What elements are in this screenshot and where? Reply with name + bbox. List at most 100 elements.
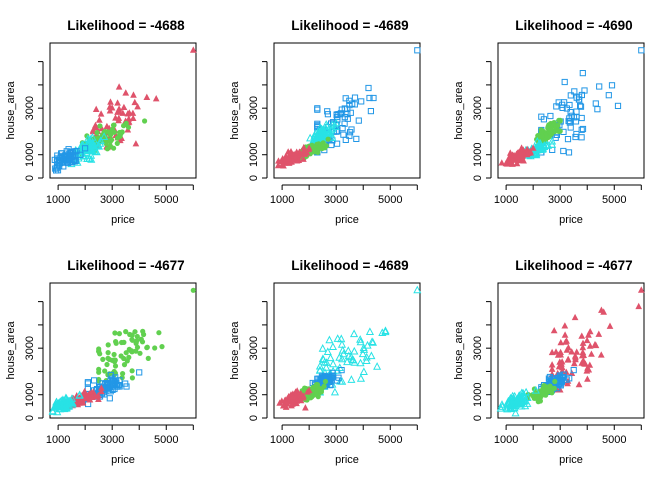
data-point bbox=[346, 132, 353, 139]
y-tick-label: 1000 bbox=[472, 382, 484, 406]
data-point bbox=[414, 47, 421, 54]
y-tick-label: 3000 bbox=[472, 96, 484, 120]
data-point bbox=[557, 128, 563, 134]
data-point bbox=[538, 127, 544, 133]
data-point bbox=[105, 342, 111, 348]
y-tick-label: 0 bbox=[472, 175, 484, 181]
data-point bbox=[61, 393, 71, 402]
data-point bbox=[94, 130, 100, 136]
data-point bbox=[347, 109, 354, 116]
x-tick-label: 3000 bbox=[324, 194, 348, 206]
data-point bbox=[596, 83, 603, 90]
data-point bbox=[100, 356, 106, 362]
y-tick-label: 3000 bbox=[472, 336, 484, 360]
data-point bbox=[97, 110, 105, 117]
data-point bbox=[92, 147, 101, 156]
data-point bbox=[348, 355, 357, 363]
data-point bbox=[566, 375, 573, 382]
data-point bbox=[94, 391, 102, 399]
data-point bbox=[535, 144, 544, 153]
data-point bbox=[103, 141, 109, 147]
data-point bbox=[111, 357, 117, 363]
data-point bbox=[73, 395, 80, 402]
plot-frame bbox=[273, 42, 421, 179]
data-point bbox=[115, 83, 123, 90]
data-point bbox=[111, 351, 117, 358]
x-tick-label: 5000 bbox=[602, 434, 626, 446]
scatter-panel-6: Likelihood = -4677 1000 3000 5000 0 1000 3000 p… bbox=[453, 258, 645, 466]
data-point bbox=[143, 93, 151, 100]
data-point bbox=[62, 152, 69, 159]
data-point bbox=[325, 136, 331, 142]
data-point bbox=[571, 313, 579, 321]
scatter-points bbox=[276, 285, 422, 411]
data-point bbox=[129, 114, 137, 121]
data-point bbox=[313, 383, 319, 389]
data-point bbox=[318, 142, 324, 148]
data-point bbox=[326, 129, 335, 137]
data-point bbox=[605, 92, 612, 99]
data-point bbox=[505, 154, 513, 162]
data-point bbox=[572, 356, 579, 363]
data-point bbox=[123, 329, 129, 335]
scatter-panel-3: Likelihood = -4690 1000 3000 5000 0 1000 3000 p… bbox=[453, 18, 645, 226]
data-point bbox=[577, 103, 585, 110]
data-point bbox=[310, 132, 319, 140]
x-tick-label: 5000 bbox=[378, 434, 402, 446]
data-point bbox=[340, 131, 347, 138]
data-point bbox=[341, 120, 348, 127]
data-point bbox=[318, 344, 327, 352]
data-point bbox=[84, 133, 90, 139]
data-point bbox=[111, 122, 117, 128]
data-point bbox=[350, 346, 359, 355]
data-point bbox=[315, 361, 325, 370]
data-point bbox=[115, 105, 123, 112]
data-point bbox=[337, 110, 344, 117]
x-axis-label: price bbox=[559, 454, 583, 466]
data-point bbox=[347, 375, 356, 383]
data-point bbox=[344, 111, 351, 118]
data-point bbox=[562, 338, 569, 345]
data-point bbox=[92, 105, 100, 112]
data-point bbox=[134, 103, 141, 110]
data-point bbox=[107, 143, 113, 149]
data-point bbox=[523, 150, 531, 158]
data-point bbox=[113, 377, 120, 384]
data-point bbox=[131, 98, 139, 106]
x-tick-label: 3000 bbox=[548, 434, 572, 446]
data-point bbox=[129, 368, 135, 374]
data-point bbox=[129, 109, 137, 116]
data-point bbox=[332, 118, 341, 127]
data-point bbox=[289, 396, 297, 403]
data-point bbox=[107, 139, 113, 145]
data-point bbox=[538, 142, 547, 151]
data-point bbox=[314, 105, 321, 112]
data-point bbox=[547, 127, 554, 133]
data-point bbox=[554, 351, 562, 358]
data-point bbox=[578, 332, 586, 339]
data-point bbox=[572, 118, 580, 125]
data-point bbox=[567, 109, 574, 116]
data-point bbox=[370, 94, 377, 102]
y-tick-label: 0 bbox=[248, 175, 260, 181]
panel-title: Likelihood = -4690 bbox=[515, 18, 632, 33]
data-point bbox=[285, 159, 293, 166]
data-point bbox=[79, 143, 88, 151]
x-tick-label: 3000 bbox=[100, 434, 124, 446]
data-point bbox=[337, 334, 346, 343]
x-tick-label: 1000 bbox=[494, 194, 518, 206]
data-point bbox=[584, 375, 591, 382]
data-point bbox=[571, 88, 578, 95]
data-point bbox=[513, 159, 521, 167]
data-point bbox=[557, 118, 563, 124]
data-point bbox=[365, 84, 372, 92]
y-axis-label: house_area bbox=[229, 321, 241, 380]
data-point bbox=[578, 352, 586, 359]
data-point bbox=[542, 141, 551, 149]
data-point bbox=[102, 368, 108, 374]
data-point bbox=[96, 366, 102, 372]
data-point bbox=[381, 326, 390, 334]
data-point bbox=[302, 404, 309, 411]
data-point bbox=[597, 351, 605, 358]
